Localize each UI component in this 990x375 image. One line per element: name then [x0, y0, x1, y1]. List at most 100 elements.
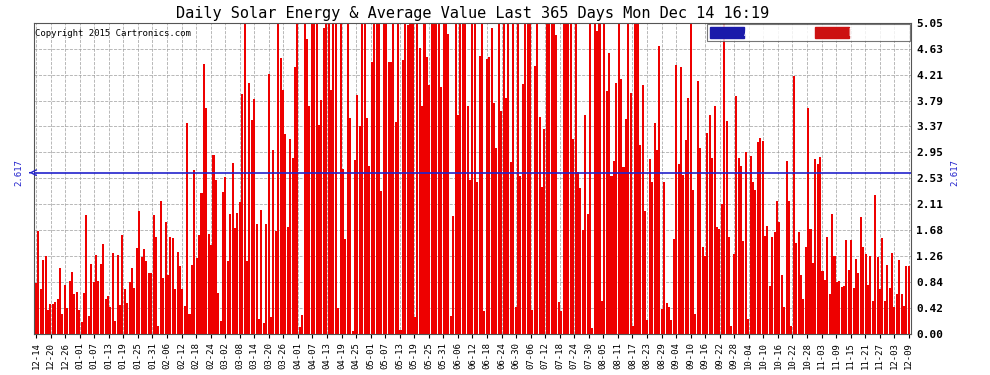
Bar — [358, 126, 360, 333]
Bar — [134, 288, 136, 333]
Bar — [839, 281, 841, 333]
Text: 2.617: 2.617 — [14, 159, 23, 186]
Bar — [90, 264, 92, 333]
Bar — [78, 310, 80, 333]
Bar — [756, 142, 758, 333]
Bar — [615, 83, 618, 333]
Bar — [512, 23, 514, 333]
Bar — [579, 188, 581, 333]
Bar — [785, 160, 788, 333]
Bar — [591, 328, 593, 333]
Bar — [778, 222, 780, 333]
Bar — [443, 23, 445, 333]
Bar — [510, 162, 512, 333]
Bar — [181, 290, 183, 333]
Bar — [426, 57, 428, 333]
Bar — [390, 62, 392, 333]
Bar — [255, 224, 257, 333]
Bar — [495, 148, 497, 333]
Bar — [906, 266, 908, 333]
Bar — [449, 316, 451, 333]
Bar — [203, 64, 205, 333]
Bar — [392, 23, 394, 333]
Bar — [356, 95, 358, 333]
Bar — [565, 23, 567, 333]
Bar — [215, 180, 217, 333]
Bar — [640, 145, 642, 333]
Bar — [603, 23, 605, 333]
Bar — [843, 286, 845, 333]
Bar — [680, 67, 682, 333]
Bar — [817, 164, 819, 333]
Bar — [788, 201, 790, 333]
Bar — [296, 23, 298, 333]
Bar — [663, 182, 665, 333]
Bar — [112, 253, 114, 333]
Bar — [644, 211, 646, 333]
Bar — [805, 247, 807, 333]
Bar — [893, 308, 895, 333]
Bar — [313, 23, 315, 333]
Bar — [908, 266, 910, 333]
Bar — [66, 308, 68, 333]
Bar — [812, 263, 814, 333]
Bar — [150, 273, 152, 333]
Bar — [395, 122, 397, 333]
Bar — [93, 282, 95, 333]
Bar — [193, 170, 195, 333]
Text: 2.617: 2.617 — [950, 159, 959, 186]
Bar — [429, 85, 431, 333]
Bar — [687, 98, 689, 333]
Bar — [378, 23, 380, 333]
Bar — [673, 240, 675, 333]
Bar — [409, 23, 411, 333]
Bar — [205, 108, 207, 333]
Legend: Average  ($), Daily  ($): Average ($), Daily ($) — [707, 24, 910, 41]
Bar — [225, 177, 227, 333]
Bar — [618, 23, 620, 333]
Bar — [800, 274, 802, 333]
Bar — [555, 35, 557, 333]
Bar — [841, 287, 842, 333]
Bar — [670, 320, 672, 333]
Bar — [742, 240, 744, 333]
Bar — [438, 23, 440, 333]
Bar — [532, 310, 534, 333]
Bar — [126, 303, 128, 333]
Bar — [122, 236, 124, 333]
Bar — [323, 28, 325, 333]
Bar — [342, 170, 344, 333]
Bar — [869, 256, 871, 333]
Bar — [54, 302, 56, 333]
Bar — [318, 125, 320, 333]
Bar — [431, 23, 433, 333]
Bar — [766, 225, 768, 333]
Bar — [488, 57, 490, 333]
Bar — [901, 294, 903, 333]
Bar — [222, 192, 224, 333]
Bar — [898, 261, 900, 333]
Bar — [363, 23, 365, 333]
Bar — [267, 74, 269, 333]
Bar — [186, 123, 188, 333]
Bar — [61, 315, 63, 333]
Bar — [464, 23, 466, 333]
Bar — [253, 99, 255, 333]
Bar — [582, 230, 584, 333]
Bar — [557, 302, 559, 333]
Bar — [798, 232, 800, 333]
Bar — [279, 58, 281, 333]
Bar — [862, 247, 864, 333]
Bar — [284, 134, 286, 333]
Bar — [143, 249, 145, 333]
Bar — [447, 34, 449, 333]
Bar — [562, 23, 564, 333]
Bar — [338, 308, 340, 333]
Bar — [452, 216, 454, 333]
Bar — [328, 23, 330, 333]
Bar — [244, 23, 246, 333]
Bar — [210, 245, 212, 333]
Bar — [102, 244, 104, 333]
Bar — [124, 289, 126, 333]
Bar — [881, 238, 883, 333]
